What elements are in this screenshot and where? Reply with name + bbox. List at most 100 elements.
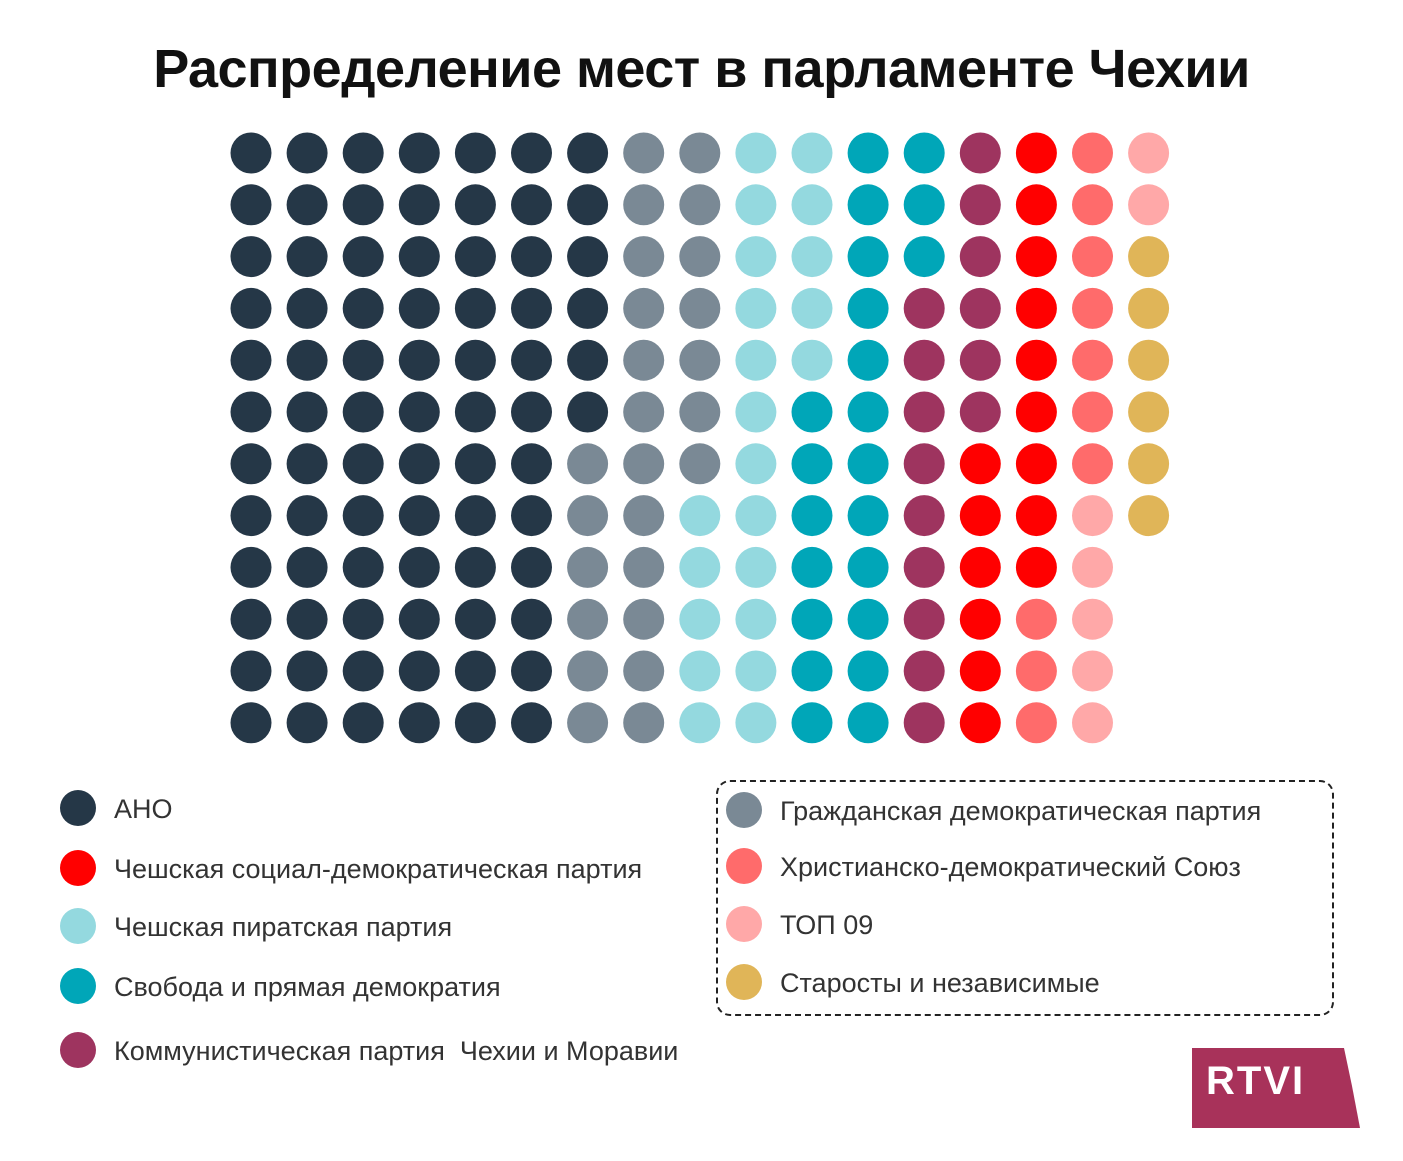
- seat-dot-ano: [286, 598, 328, 640]
- seat-dot-kdu: [1015, 598, 1057, 640]
- seat-dot-spd: [791, 391, 833, 433]
- seat-dot-kdu: [1072, 132, 1113, 174]
- seat-dot-spd: [791, 702, 833, 744]
- seat-dot-pirati: [791, 184, 833, 226]
- legend-label-ano: АНО: [114, 794, 173, 824]
- seat-dot-cssd: [959, 546, 1001, 588]
- seat-dot-ano: [511, 546, 552, 588]
- legend-dot-kdu: [726, 848, 762, 884]
- seat-dot-kdu: [1072, 339, 1113, 381]
- seat-dot-ano: [230, 339, 272, 381]
- seat-dot-kscm: [959, 391, 1001, 433]
- seat-dot-ano: [398, 287, 440, 329]
- seat-dot-spd: [791, 443, 833, 485]
- seat-dot-spd: [847, 339, 889, 381]
- seat-dot-pirati: [735, 495, 777, 537]
- seat-dot-pirati: [735, 287, 777, 329]
- seat-dot-pirati: [735, 184, 777, 226]
- seat-dot-stan: [1128, 495, 1170, 537]
- seat-dot-ano: [286, 495, 328, 537]
- seat-dot-ano: [342, 339, 384, 381]
- seat-dot-kscm: [959, 287, 1001, 329]
- seat-dot-kscm: [903, 287, 945, 329]
- legend-dot-spd: [60, 968, 96, 1004]
- seat-dot-ods: [567, 546, 609, 588]
- seat-dot-ods: [623, 546, 665, 588]
- seat-dot-ano: [230, 443, 272, 485]
- seat-dot-ano: [342, 184, 384, 226]
- seat-dot-top09: [1128, 132, 1170, 174]
- seat-dot-ano: [567, 236, 609, 278]
- seat-dot-ano: [286, 391, 328, 433]
- seat-dot-ods: [623, 339, 665, 381]
- seat-dot-ano: [286, 287, 328, 329]
- seat-dot-ano: [230, 650, 272, 692]
- seat-dot-kscm: [903, 546, 945, 588]
- legend-label-kdu: Христианско-демократический Союз: [780, 852, 1241, 882]
- seat-dot-spd: [903, 236, 945, 278]
- seat-dot-pirati: [679, 546, 721, 588]
- seat-dot-pirati: [735, 702, 777, 744]
- seat-dot-ano: [342, 546, 384, 588]
- seat-dot-spd: [847, 391, 889, 433]
- legend-dot-kscm: [60, 1032, 96, 1068]
- seat-dot-ods: [567, 598, 609, 640]
- seat-dot-ods: [623, 598, 665, 640]
- seat-dot-pirati: [679, 650, 721, 692]
- seat-dot-ano: [398, 546, 440, 588]
- seat-dot-ano: [230, 184, 272, 226]
- seat-dot-ods: [567, 443, 609, 485]
- seat-dot-kdu: [1015, 650, 1057, 692]
- seat-dot-spd: [847, 495, 889, 537]
- seat-dot-ano: [511, 598, 552, 640]
- seat-dot-stan: [1128, 287, 1170, 329]
- seat-dot-cssd: [1015, 546, 1057, 588]
- seat-dot-ano: [230, 546, 272, 588]
- seat-dot-ods: [679, 339, 721, 381]
- seat-dot-pirati: [791, 287, 833, 329]
- legend-dot-top09: [726, 906, 762, 942]
- seat-dot-ano: [398, 650, 440, 692]
- seat-dot-kdu: [1015, 702, 1057, 744]
- seat-dot-cssd: [1015, 132, 1057, 174]
- seat-dot-ano: [454, 650, 496, 692]
- seat-dot-ano: [511, 184, 552, 226]
- seat-dot-kscm: [903, 702, 945, 744]
- seat-dot-ano: [567, 287, 609, 329]
- seat-dot-pirati: [791, 132, 833, 174]
- seat-dot-spd: [847, 598, 889, 640]
- seat-dot-ods: [679, 132, 721, 174]
- legend-label-stan: Старосты и независимые: [780, 968, 1100, 998]
- seat-dot-ods: [679, 391, 721, 433]
- seat-dot-pirati: [735, 546, 777, 588]
- seat-dot-kscm: [903, 650, 945, 692]
- seat-dot-kscm: [903, 443, 945, 485]
- seat-dot-ods: [679, 236, 721, 278]
- seat-dot-cssd: [959, 650, 1001, 692]
- seat-dot-ods: [623, 132, 665, 174]
- seat-dot-ano: [454, 391, 496, 433]
- seat-dot-cssd: [959, 702, 1001, 744]
- seat-dot-ods: [679, 443, 721, 485]
- seat-dot-pirati: [791, 236, 833, 278]
- legend-dot-ano: [60, 790, 96, 826]
- seat-dot-ano: [342, 598, 384, 640]
- seat-dot-ods: [623, 391, 665, 433]
- seat-dot-kscm: [959, 132, 1001, 174]
- seat-dot-ano: [398, 702, 440, 744]
- seat-dot-pirati: [679, 598, 721, 640]
- seat-dot-kdu: [1072, 287, 1113, 329]
- seat-dot-stan: [1128, 236, 1170, 278]
- seat-dot-top09: [1072, 546, 1113, 588]
- seat-dot-cssd: [959, 495, 1001, 537]
- seat-dot-top09: [1072, 495, 1113, 537]
- seat-dot-cssd: [1015, 287, 1057, 329]
- seat-dot-spd: [847, 650, 889, 692]
- seat-dot-top09: [1072, 598, 1113, 640]
- seat-dot-ano: [454, 339, 496, 381]
- seat-dot-ano: [567, 184, 609, 226]
- chart-title: Распределение мест в парламенте Чехии: [153, 39, 1250, 99]
- legend-label-kscm: Коммунистическая партия Чехии и Моравии: [114, 1036, 679, 1066]
- seat-dot-ano: [286, 184, 328, 226]
- seat-dot-spd: [847, 236, 889, 278]
